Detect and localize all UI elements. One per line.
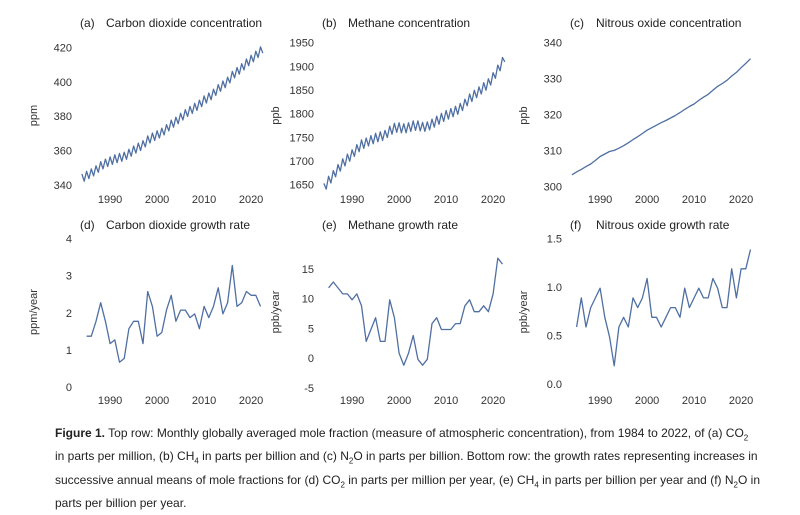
caption-text: in parts per billion and (c) N (198, 449, 349, 464)
panel-title: Methane growth rate (348, 218, 458, 232)
data-line (575, 249, 752, 367)
y-tick-label: 340 (544, 38, 562, 50)
x-tick-label: 2000 (387, 395, 411, 407)
panel-label: (d) (80, 218, 95, 232)
x-tick-label: 2000 (635, 395, 659, 407)
x-tick-label: 2000 (635, 194, 659, 206)
x-tick-label: 1990 (98, 194, 122, 206)
y-tick-label: 340 (54, 180, 72, 192)
y-tick-label: 4 (66, 233, 72, 245)
y-tick-label: 320 (544, 109, 562, 121)
caption-subscript: 2 (743, 433, 749, 443)
y-tick-label: 0 (308, 353, 314, 365)
x-tick-label: 1990 (98, 395, 122, 407)
y-tick-label: 1950 (290, 38, 314, 50)
x-tick-label: 2010 (682, 194, 706, 206)
caption-text: in parts per million per year, (e) CH (344, 472, 535, 487)
panel-label: (b) (322, 16, 337, 30)
x-tick-label: 2010 (434, 194, 458, 206)
caption-subscript: 2 (733, 480, 738, 490)
caption-subscript: 4 (534, 480, 539, 490)
y-tick-label: 300 (544, 181, 562, 193)
y-tick-label: 0.5 (547, 331, 562, 343)
x-tick-label: 2010 (192, 194, 216, 206)
y-axis-label: ppb/year (270, 290, 282, 333)
caption-subscript: 2 (340, 480, 345, 490)
y-tick-label: 2 (66, 308, 72, 320)
panel-title: Nitrous oxide growth rate (596, 218, 730, 232)
y-tick-label: 3 (66, 271, 72, 283)
y-tick-label: 1800 (290, 109, 314, 121)
x-tick-label: 1990 (588, 395, 612, 407)
x-tick-label: 2020 (481, 194, 505, 206)
x-tick-label: 2020 (239, 194, 263, 206)
panel-title: Methane concentration (348, 16, 470, 30)
caption-subscript: 2 (348, 456, 354, 466)
y-tick-label: 1650 (290, 180, 314, 192)
panel-label: (f) (570, 218, 581, 232)
y-tick-label: 15 (302, 264, 314, 276)
x-tick-label: 2020 (239, 395, 263, 407)
y-axis-label: ppb/year (518, 290, 530, 333)
y-axis-label: ppb (270, 106, 282, 124)
caption-text: O in parts per billion. Bottom row: the … (55, 449, 758, 487)
y-tick-label: 1750 (290, 132, 314, 144)
x-tick-label: 1990 (340, 395, 364, 407)
caption-subscript: 4 (194, 456, 199, 466)
x-tick-label: 2000 (145, 194, 169, 206)
x-tick-label: 2010 (192, 395, 216, 407)
y-tick-label: 380 (54, 111, 72, 123)
y-axis-label: ppm (28, 105, 40, 126)
y-tick-label: 330 (544, 73, 562, 85)
y-tick-label: 310 (544, 145, 562, 157)
y-tick-label: 1850 (290, 85, 314, 97)
y-tick-label: 1 (66, 345, 72, 357)
y-tick-label: 1900 (290, 61, 314, 73)
y-tick-label: -5 (304, 383, 314, 395)
y-axis-label: ppb (518, 106, 530, 124)
data-line (323, 56, 506, 190)
data-line (571, 58, 751, 176)
panel-label: (e) (322, 218, 337, 232)
panel-title: Carbon dioxide concentration (106, 16, 262, 30)
y-axis-label: ppm/year (28, 289, 40, 335)
x-tick-label: 2010 (682, 395, 706, 407)
x-tick-label: 1990 (340, 194, 364, 206)
y-tick-label: 1.0 (547, 282, 562, 294)
y-tick-label: 1700 (290, 156, 314, 168)
y-tick-label: 420 (54, 42, 72, 54)
x-tick-label: 2000 (145, 395, 169, 407)
y-tick-label: 10 (302, 294, 314, 306)
caption: Figure 1. Top row: Monthly globally aver… (55, 424, 760, 513)
y-tick-label: 360 (54, 145, 72, 157)
y-tick-label: 5 (308, 323, 314, 335)
x-tick-label: 2020 (481, 395, 505, 407)
caption-text: in parts per billion per year and (f) N (538, 472, 734, 487)
y-tick-label: 0.0 (547, 379, 562, 391)
panel-title: Nitrous oxide concentration (596, 16, 741, 30)
x-tick-label: 2020 (729, 395, 753, 407)
y-tick-label: 400 (54, 77, 72, 89)
caption-label: Figure 1. (55, 426, 106, 440)
caption-text: in parts per million, (b) CH (55, 449, 195, 464)
caption-text: Top row: Monthly globally averaged mole … (108, 426, 744, 440)
data-line (81, 46, 264, 182)
caption-text: O in parts per billion per year. (55, 472, 760, 511)
x-tick-label: 2010 (434, 395, 458, 407)
figure: (a) Carbon dioxide concentrationppm340360… (28, 16, 753, 407)
y-tick-label: 0 (66, 382, 72, 394)
panel-label: (a) (80, 16, 95, 30)
data-line (328, 257, 504, 366)
data-line (86, 264, 262, 363)
y-tick-label: 1.5 (547, 234, 562, 246)
x-tick-label: 2000 (387, 194, 411, 206)
panel-label: (c) (570, 16, 584, 30)
x-tick-label: 2020 (729, 194, 753, 206)
panel-title: Carbon dioxide growth rate (106, 218, 250, 232)
x-tick-label: 1990 (588, 194, 612, 206)
